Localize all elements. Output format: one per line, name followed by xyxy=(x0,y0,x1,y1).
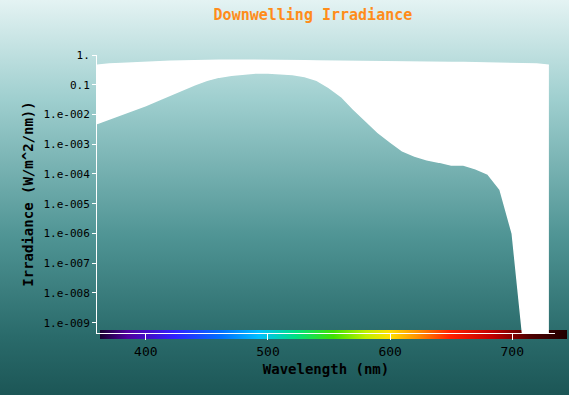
svg-text:Downwelling Irradiance: Downwelling Irradiance xyxy=(214,6,413,24)
svg-text:1.e-003: 1.e-003 xyxy=(43,138,89,151)
svg-text:500: 500 xyxy=(256,344,279,359)
svg-text:1.: 1. xyxy=(77,49,90,62)
svg-text:1.e-004: 1.e-004 xyxy=(43,168,90,181)
svg-text:700: 700 xyxy=(501,344,524,359)
svg-text:1.e-009: 1.e-009 xyxy=(43,317,89,330)
svg-text:1.e-007: 1.e-007 xyxy=(43,257,89,270)
svg-text:1.e-008: 1.e-008 xyxy=(43,287,89,300)
svg-text:Irradiance (W/m^2/nm)): Irradiance (W/m^2/nm)) xyxy=(20,101,36,286)
svg-text:0.1: 0.1 xyxy=(70,79,90,92)
svg-text:400: 400 xyxy=(134,344,157,359)
svg-text:1.e-002: 1.e-002 xyxy=(43,108,89,121)
svg-text:600: 600 xyxy=(378,344,401,359)
svg-text:Wavelength (nm): Wavelength (nm) xyxy=(263,361,389,377)
svg-text:1.e-006: 1.e-006 xyxy=(43,227,89,240)
svg-text:1.e-005: 1.e-005 xyxy=(43,198,89,211)
